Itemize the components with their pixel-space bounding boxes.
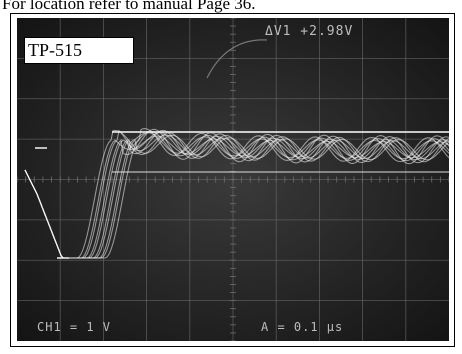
oscilloscope-display	[17, 18, 449, 341]
timebase-readout: A = 0.1 µs	[261, 320, 344, 334]
waveform-trace	[24, 134, 449, 259]
page-caption: For location refer to manual Page 36.	[2, 0, 256, 13]
waveform-trace	[24, 135, 449, 259]
channel-scale-readout: CH1 = 1 V	[37, 320, 112, 334]
oscilloscope-screen: ΔV1 +2.98V CH1 = 1 V A = 0.1 µs	[17, 18, 449, 341]
test-point-label: TP-515	[24, 37, 134, 64]
delta-voltage-readout: ΔV1 +2.98V	[265, 24, 354, 39]
faint-arc-trace	[206, 39, 268, 79]
waveform-trace	[24, 130, 449, 259]
waveform-traces	[24, 39, 449, 259]
waveform-trace	[24, 129, 449, 259]
waveform-trace	[24, 128, 449, 259]
waveform-trace	[24, 129, 449, 259]
waveform-trace	[24, 128, 449, 259]
